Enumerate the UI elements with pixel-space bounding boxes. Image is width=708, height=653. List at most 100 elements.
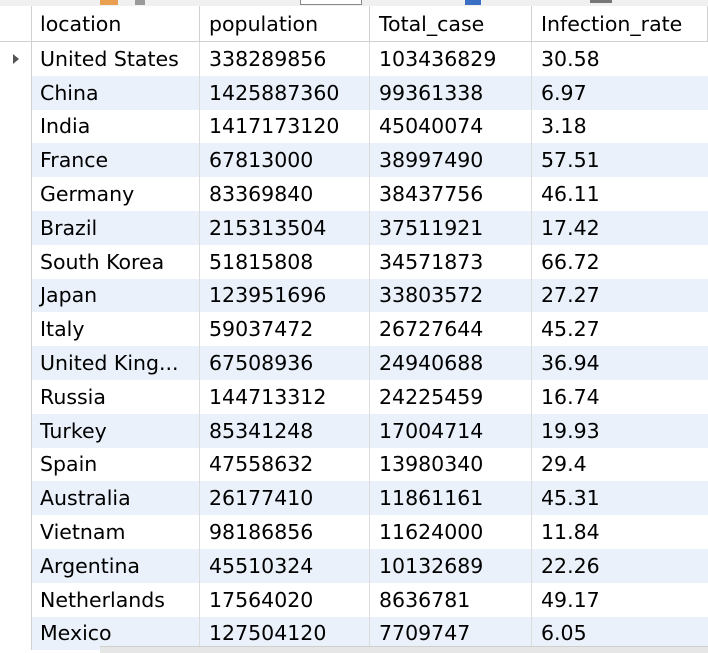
cell-population[interactable]: 45510324 [200, 548, 370, 583]
cell-population[interactable]: 123951696 [200, 278, 370, 313]
cell-total-case[interactable]: 34571873 [370, 244, 532, 279]
cell-location[interactable]: Argentina [32, 548, 200, 583]
cell-location[interactable]: Vietnam [32, 515, 200, 549]
table-row[interactable]: Netherlands 17564020 8636781 49.17 [0, 582, 708, 617]
cell-population[interactable]: 98186856 [200, 515, 370, 549]
table-row[interactable]: Brazil 215313504 37511921 17.42 [0, 210, 708, 245]
table-row[interactable]: Russia 144713312 24225459 16.74 [0, 379, 708, 414]
cell-total-case[interactable]: 45040074 [370, 109, 532, 144]
column-header-population[interactable]: population [200, 6, 370, 42]
cell-population[interactable]: 17564020 [200, 582, 370, 617]
table-row[interactable]: United States 338289856 103436829 30.58 [0, 42, 708, 76]
cell-infection-rate[interactable]: 16.74 [541, 384, 600, 409]
cell-population[interactable]: 51815808 [200, 244, 370, 279]
cell-population[interactable]: 215313504 [200, 210, 370, 245]
cell-total-case[interactable]: 10132689 [370, 548, 532, 583]
cell-infection-rate[interactable]: 6.97 [541, 80, 587, 105]
cell-location[interactable]: Netherlands [32, 582, 200, 617]
cell-total-case[interactable]: 38997490 [370, 143, 532, 178]
toolbar-icon[interactable] [590, 0, 612, 3]
row-selector[interactable] [0, 616, 32, 651]
cell-total-case[interactable]: 13980340 [370, 447, 532, 482]
cell-total-case[interactable]: 24225459 [370, 379, 532, 414]
cell-location[interactable]: United King... [32, 346, 200, 380]
cell-infection-rate[interactable]: 45.27 [541, 317, 600, 342]
cell-total-case[interactable]: 38437756 [370, 177, 532, 211]
cell-location[interactable]: United States [32, 42, 200, 76]
toolbar-icon[interactable] [465, 0, 481, 5]
row-selector[interactable] [0, 548, 32, 583]
table-row[interactable]: France 67813000 38997490 57.51 [0, 143, 708, 178]
cell-location[interactable]: Mexico [32, 616, 200, 651]
cell-population[interactable]: 47558632 [200, 447, 370, 482]
table-row[interactable]: Italy 59037472 26727644 45.27 [0, 312, 708, 347]
cell-location[interactable]: Brazil [32, 210, 200, 245]
table-row[interactable]: Spain 47558632 13980340 29.4 [0, 447, 708, 482]
table-row[interactable]: India 1417173120 45040074 3.18 [0, 109, 708, 144]
cell-total-case[interactable]: 11624000 [370, 515, 532, 549]
cell-location[interactable]: Australia [32, 481, 200, 516]
table-row[interactable]: Japan 123951696 33803572 27.27 [0, 278, 708, 313]
cell-total-case[interactable]: 33803572 [370, 278, 532, 313]
row-selector[interactable] [0, 346, 32, 380]
cell-population[interactable]: 338289856 [200, 42, 370, 76]
cell-total-case[interactable]: 17004714 [370, 413, 532, 448]
cell-total-case[interactable]: 37511921 [370, 210, 532, 245]
cell-total-case[interactable]: 8636781 [370, 582, 532, 617]
table-row[interactable]: Mexico 127504120 7709747 6.05 [0, 616, 708, 651]
row-selector[interactable] [0, 278, 32, 313]
cell-population[interactable]: 59037472 [200, 312, 370, 347]
horizontal-scrollbar[interactable] [100, 646, 708, 653]
cell-population[interactable]: 144713312 [200, 379, 370, 414]
row-selector[interactable] [0, 109, 32, 144]
row-selector[interactable] [0, 447, 32, 482]
table-row[interactable]: Germany 83369840 38437756 46.11 [0, 177, 708, 211]
table-row[interactable]: Turkey 85341248 17004714 19.93 [0, 413, 708, 448]
cell-infection-rate[interactable]: 6.05 [541, 621, 587, 646]
table-row[interactable]: South Korea 51815808 34571873 66.72 [0, 244, 708, 279]
cell-population[interactable]: 85341248 [200, 413, 370, 448]
column-header-location[interactable]: location [32, 6, 200, 42]
row-selector[interactable] [0, 75, 32, 110]
column-header-total-case[interactable]: Total_case [370, 6, 532, 42]
cell-infection-rate[interactable]: 11.84 [541, 520, 600, 545]
toolbar-icon[interactable] [100, 0, 118, 5]
cell-population[interactable]: 83369840 [200, 177, 370, 211]
cell-location[interactable]: France [32, 143, 200, 178]
row-selector[interactable] [0, 177, 32, 211]
row-selector[interactable] [0, 244, 32, 279]
row-selector[interactable] [0, 413, 32, 448]
cell-population[interactable]: 1425887360 [200, 75, 370, 110]
toolbar-icon[interactable] [135, 0, 145, 5]
cell-infection-rate[interactable]: 3.18 [541, 114, 587, 139]
cell-location[interactable]: Russia [32, 379, 200, 414]
cell-location[interactable]: Italy [32, 312, 200, 347]
cell-infection-rate[interactable]: 49.17 [541, 587, 600, 612]
cell-location[interactable]: India [32, 109, 200, 144]
row-selector[interactable] [0, 312, 32, 347]
cell-location[interactable]: South Korea [32, 244, 200, 279]
cell-infection-rate[interactable]: 66.72 [541, 249, 600, 274]
cell-population[interactable]: 67508936 [200, 346, 370, 380]
cell-infection-rate[interactable]: 45.31 [541, 486, 600, 511]
cell-infection-rate[interactable]: 27.27 [541, 283, 600, 308]
table-row[interactable]: United King... 67508936 24940688 36.94 [0, 346, 708, 380]
cell-infection-rate[interactable]: 29.4 [541, 452, 587, 477]
row-selector[interactable] [0, 481, 32, 516]
cell-population[interactable]: 1417173120 [200, 109, 370, 144]
toolbar-input[interactable] [300, 0, 362, 5]
cell-infection-rate[interactable]: 19.93 [541, 418, 600, 443]
cell-population[interactable]: 127504120 [200, 616, 370, 651]
cell-total-case[interactable]: 103436829 [370, 42, 532, 76]
cell-location[interactable]: Spain [32, 447, 200, 482]
cell-total-case[interactable]: 11861161 [370, 481, 532, 516]
cell-location[interactable]: Turkey [32, 413, 200, 448]
cell-total-case[interactable]: 7709747 [370, 616, 532, 651]
row-selector[interactable] [0, 143, 32, 178]
cell-infection-rate[interactable]: 30.58 [541, 46, 600, 71]
row-selector[interactable] [0, 210, 32, 245]
table-row[interactable]: Australia 26177410 11861161 45.31 [0, 481, 708, 516]
cell-infection-rate[interactable]: 36.94 [541, 351, 600, 376]
cell-infection-rate[interactable]: 57.51 [541, 148, 600, 173]
column-header-infection-rate[interactable]: Infection_rate [532, 6, 708, 42]
